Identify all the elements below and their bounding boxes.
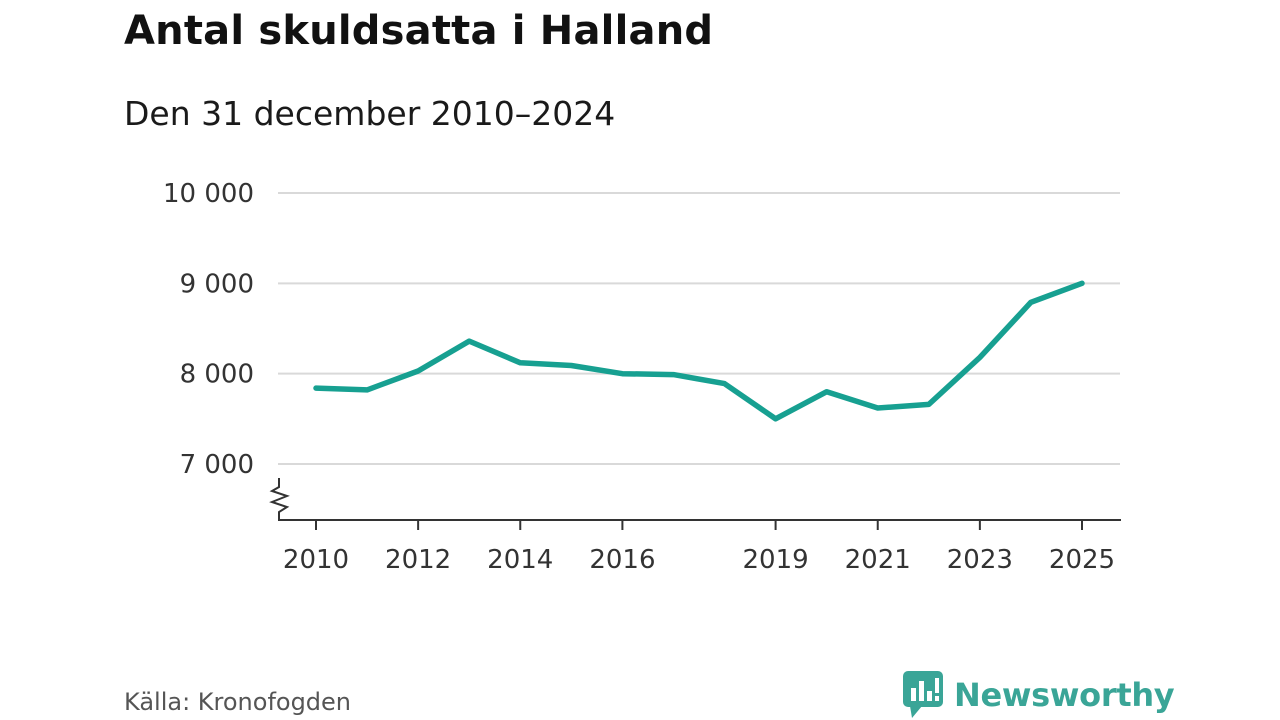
x-tick-label: 2021: [845, 545, 911, 575]
newsworthy-logo: Newsworthy: [902, 670, 1175, 720]
chart-title: Antal skuldsatta i Halland: [124, 8, 714, 54]
axis-break-icon: [269, 478, 290, 521]
series: [313, 280, 1085, 422]
x-tick-label: 2023: [947, 545, 1013, 575]
source-note: Källa: Kronofogden: [124, 688, 352, 716]
x-tick-label: 2025: [1049, 545, 1115, 575]
x-tick-label: 2010: [283, 545, 349, 575]
series-line: [313, 280, 1085, 422]
y-tick-label: 9 000: [180, 269, 254, 299]
y-tick-label: 10 000: [163, 179, 254, 209]
grid-lines: [278, 192, 1120, 465]
y-axis-ticks: 7 000 8 000 9 000 10 000: [163, 179, 254, 480]
x-axis: [269, 478, 1121, 521]
newsworthy-logo-icon: [903, 671, 943, 718]
x-tick-label: 2019: [743, 545, 809, 575]
y-tick-label: 8 000: [180, 360, 254, 390]
x-tick-label: 2012: [385, 545, 451, 575]
x-tick-label: 2016: [589, 545, 655, 575]
y-tick-label: 7 000: [180, 450, 254, 480]
brand-name: Newsworthy: [954, 676, 1175, 714]
x-axis-ticks: 2010 2012 2014 2016 2019 2021 2023 2025: [283, 520, 1115, 575]
x-tick-label: 2014: [487, 545, 553, 575]
chart-subtitle: Den 31 december 2010–2024: [124, 94, 616, 133]
